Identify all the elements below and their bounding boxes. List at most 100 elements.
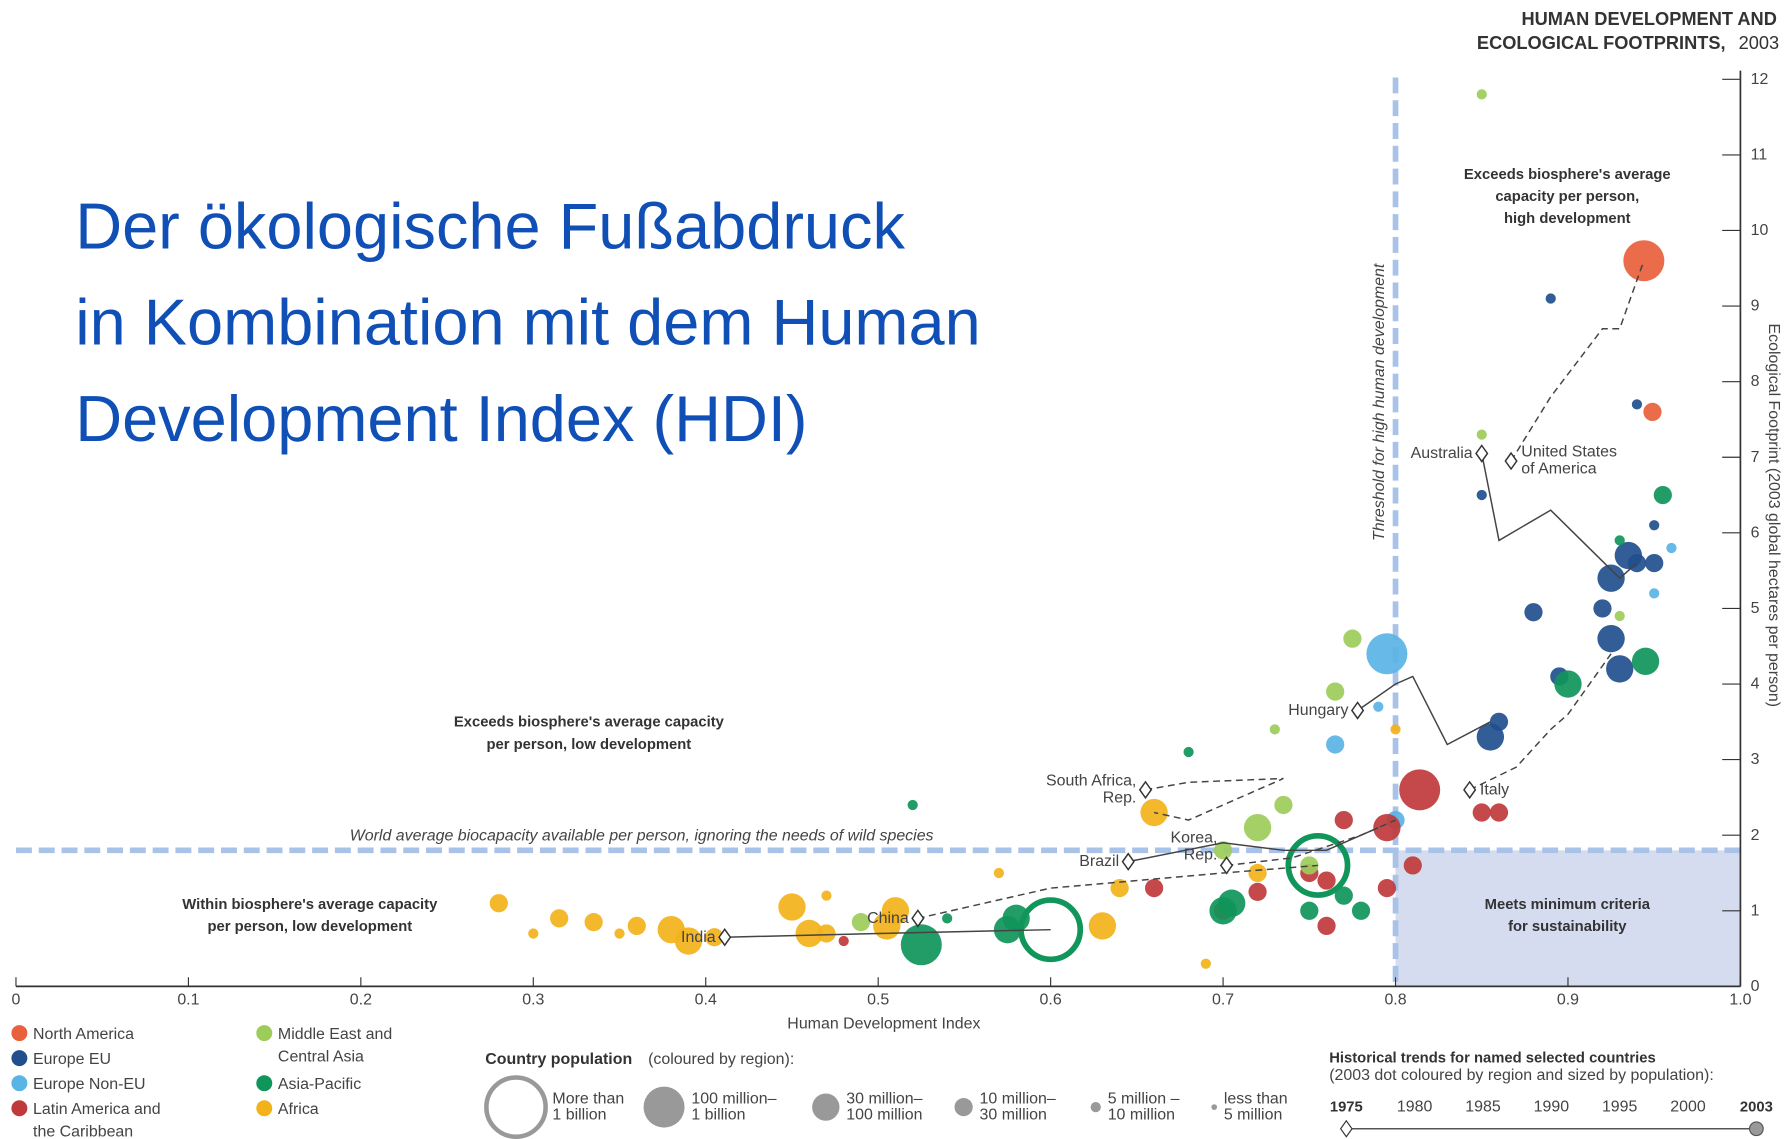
- bubble: [1326, 682, 1345, 701]
- bubble: [1248, 882, 1267, 902]
- bubble: [993, 916, 1022, 944]
- bubble: [795, 919, 823, 948]
- bubble: [1614, 535, 1625, 546]
- trend-label: Rep.: [1103, 789, 1137, 806]
- bubble: [1269, 724, 1280, 735]
- chart-title: ECOLOGICAL FOOTPRINTS,: [1477, 33, 1726, 53]
- trend-line: [724, 928, 1051, 938]
- y-tick-label: 1: [1751, 902, 1760, 919]
- population-swatch: [1211, 1104, 1218, 1110]
- bubble: [614, 928, 625, 939]
- trend-label: Brazil: [1079, 853, 1119, 870]
- bubble: [1614, 610, 1625, 622]
- bubble: [1300, 856, 1319, 875]
- bubble: [1326, 735, 1345, 754]
- trend-start: [1138, 780, 1153, 800]
- trend-year: 1980: [1397, 1099, 1433, 1116]
- chart-title: HUMAN DEVELOPMENT AND: [1521, 9, 1776, 29]
- population-label: 100 million–: [691, 1091, 776, 1108]
- trend-legend-start: [1339, 1119, 1353, 1138]
- bubble: [1593, 599, 1612, 618]
- bubble: [528, 928, 539, 939]
- bubble: [1597, 625, 1625, 653]
- population-label: 10 million: [1108, 1107, 1175, 1124]
- trend-start: [1219, 856, 1234, 875]
- trend-start: [1463, 780, 1477, 800]
- legend-swatch: [11, 1050, 28, 1067]
- trend-legend-title: Historical trends for named selected cou…: [1329, 1051, 1655, 1067]
- bubble: [778, 893, 806, 921]
- bubble: [1183, 746, 1194, 758]
- population-swatch: [954, 1097, 973, 1117]
- legend-swatch: [256, 1025, 273, 1042]
- bubble: [1545, 293, 1556, 304]
- y-tick-label: 2: [1751, 827, 1760, 844]
- bubble: [1524, 603, 1543, 622]
- bubble: [584, 913, 603, 932]
- bubble: [851, 913, 871, 932]
- x-tick-label: 0.5: [867, 992, 889, 1009]
- trend-legend-end: [1748, 1121, 1764, 1137]
- trend-label: United States: [1521, 443, 1617, 460]
- bubble: [838, 935, 849, 947]
- x-axis-label: Human Development Index: [787, 1016, 980, 1033]
- bubble: [705, 928, 724, 947]
- bubble: [1248, 863, 1267, 883]
- bubble: [1351, 901, 1371, 920]
- legend-swatch: [256, 1075, 273, 1092]
- legend-label: Middle East and: [278, 1026, 392, 1043]
- bubble: [1366, 633, 1408, 675]
- bubble: [1200, 958, 1211, 969]
- bubble: [1645, 553, 1664, 573]
- bubble: [1399, 769, 1441, 811]
- legend-label: North America: [33, 1026, 134, 1043]
- population-swatch: [643, 1086, 685, 1128]
- x-tick-label: 0.3: [522, 992, 544, 1009]
- bubble: [817, 924, 836, 943]
- legend-label: Europe EU: [33, 1051, 111, 1068]
- population-swatch: [1090, 1101, 1101, 1113]
- y-tick-label: 5: [1751, 600, 1760, 617]
- trend-label: China: [867, 910, 909, 927]
- x-tick-label: 0.2: [350, 992, 372, 1009]
- bubble: [1476, 489, 1487, 501]
- annotation: per person, low development: [207, 919, 412, 935]
- bubble: [550, 909, 569, 928]
- trend-year: 2003: [1740, 1100, 1773, 1116]
- bubble: [1631, 399, 1643, 410]
- y-tick-label: 0: [1751, 978, 1760, 995]
- bubble: [1390, 724, 1401, 735]
- trend-label: Italy: [1480, 781, 1509, 798]
- trend-start: [1350, 701, 1365, 720]
- trend-label: Rep.: [1184, 847, 1218, 864]
- bubble: [1403, 856, 1422, 875]
- trend-start: [911, 909, 925, 928]
- legend-swatch: [256, 1100, 273, 1117]
- bubble: [1334, 886, 1353, 905]
- population-label: 10 million–: [980, 1091, 1056, 1108]
- bubble: [1274, 795, 1293, 815]
- population-label: 30 million–: [846, 1091, 922, 1108]
- trend-line: [1510, 260, 1645, 462]
- annotation: high development: [1504, 211, 1631, 227]
- trend-legend-subtitle: (2003 dot coloured by region and sized b…: [1329, 1067, 1714, 1084]
- trend-label: Korea,: [1170, 830, 1217, 847]
- bubble: [1631, 647, 1660, 676]
- bubble: [1472, 803, 1491, 822]
- bubble: [881, 897, 910, 925]
- bubble: [1649, 520, 1660, 531]
- bubble: [1334, 810, 1353, 830]
- bubble: [821, 890, 832, 901]
- population-label: More than: [552, 1091, 624, 1108]
- bubble: [1243, 813, 1272, 842]
- bubble: [1476, 89, 1487, 100]
- annotation: for sustainability: [1508, 919, 1627, 935]
- bubble: [489, 894, 508, 913]
- bubble: [674, 927, 703, 955]
- sustainability-area: [1395, 850, 1741, 987]
- bubble: [1144, 878, 1164, 898]
- population-label: 5 million: [1224, 1107, 1282, 1124]
- trend-year: 1975: [1330, 1100, 1363, 1116]
- trend-label: Australia: [1411, 445, 1473, 462]
